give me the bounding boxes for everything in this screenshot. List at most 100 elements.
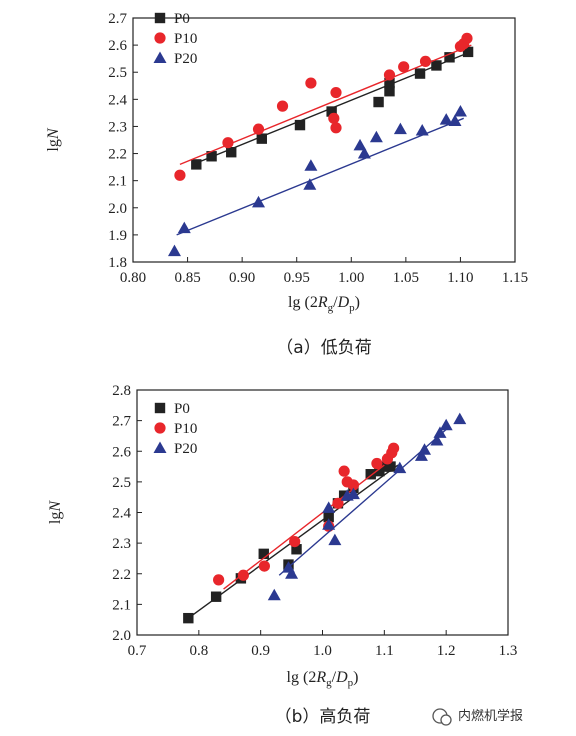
y-tick-label: 2.4 bbox=[108, 92, 127, 108]
x-axis-label: lg (2Rg/Dp) bbox=[287, 669, 359, 689]
data-point-p20 bbox=[303, 178, 317, 190]
series-p10 bbox=[213, 442, 400, 590]
x-tick-label: 0.95 bbox=[284, 270, 310, 286]
data-point-p10 bbox=[252, 123, 265, 135]
data-point-p10 bbox=[388, 442, 400, 454]
figure-caption: （a）低负荷 bbox=[276, 338, 371, 358]
data-point-p20 bbox=[252, 195, 266, 208]
data-point-p10 bbox=[330, 122, 342, 134]
x-tick-label: 1.1 bbox=[375, 643, 394, 659]
data-point-p20 bbox=[285, 567, 299, 579]
data-point-p0 bbox=[294, 119, 306, 131]
legend-label: P20 bbox=[174, 441, 197, 457]
y-tick-label: 2.4 bbox=[112, 506, 131, 522]
y-tick-label: 2.5 bbox=[108, 65, 127, 81]
data-point-p10 bbox=[276, 100, 289, 112]
data-point-p20 bbox=[328, 533, 342, 546]
data-point-p10 bbox=[371, 457, 383, 470]
data-point-p20 bbox=[415, 124, 429, 136]
data-point-p10 bbox=[332, 497, 344, 509]
series-p20 bbox=[167, 105, 467, 257]
y-tick-label: 2.7 bbox=[108, 11, 127, 27]
data-point-p0 bbox=[326, 106, 337, 117]
data-point-p10 bbox=[289, 535, 301, 548]
data-point-p10 bbox=[222, 137, 234, 149]
data-point-p10 bbox=[328, 112, 340, 124]
data-point-p10 bbox=[419, 55, 432, 67]
data-point-p0 bbox=[385, 461, 396, 472]
y-tick-label: 2.3 bbox=[112, 536, 131, 552]
legend-marker-p0 bbox=[154, 402, 166, 414]
data-point-p20 bbox=[353, 138, 367, 151]
series-p10 bbox=[174, 32, 473, 181]
data-point-p10 bbox=[305, 77, 317, 89]
data-point-p10 bbox=[398, 61, 410, 73]
legend-label: P10 bbox=[174, 31, 197, 47]
data-point-p20 bbox=[414, 449, 428, 461]
data-point-p0 bbox=[414, 68, 426, 79]
data-point-p0 bbox=[374, 465, 385, 477]
legend-label: P0 bbox=[174, 11, 190, 27]
y-tick-label: 1.8 bbox=[108, 255, 127, 271]
x-tick-label: 0.85 bbox=[174, 270, 200, 286]
data-point-p10 bbox=[258, 560, 270, 572]
data-point-p20 bbox=[433, 426, 447, 438]
legend-marker-p0 bbox=[154, 12, 166, 24]
y-tick-label: 2.1 bbox=[108, 174, 127, 190]
y-tick-label: 2.2 bbox=[108, 147, 127, 163]
data-point-p0 bbox=[291, 544, 302, 555]
data-point-p0 bbox=[384, 86, 395, 97]
y-tick-label: 2.3 bbox=[108, 119, 127, 135]
y-tick-label: 2.0 bbox=[112, 628, 131, 644]
data-point-p20 bbox=[448, 114, 462, 127]
data-point-p20 bbox=[453, 412, 467, 425]
y-axis-label: lgN bbox=[47, 500, 64, 524]
data-point-p0 bbox=[210, 591, 222, 602]
data-point-p20 bbox=[439, 113, 453, 125]
data-point-p10 bbox=[237, 569, 249, 581]
x-tick-label: 1.10 bbox=[447, 270, 473, 286]
data-point-p10 bbox=[338, 465, 350, 477]
data-point-p0 bbox=[256, 133, 267, 144]
legend: P0 P10 P20 bbox=[153, 11, 197, 67]
y-tick-label: 2.6 bbox=[112, 444, 131, 460]
x-tick-label: 0.8 bbox=[189, 643, 208, 659]
x-tick-label: 1.0 bbox=[313, 643, 332, 659]
x-tick-label: 0.80 bbox=[120, 270, 146, 286]
data-point-p10 bbox=[347, 479, 360, 491]
data-point-p0 bbox=[384, 77, 395, 89]
data-point-p20 bbox=[167, 244, 181, 257]
y-tick-label: 2.5 bbox=[112, 475, 131, 491]
data-point-p0 bbox=[462, 46, 474, 58]
legend-label: P10 bbox=[174, 421, 197, 437]
data-point-p20 bbox=[304, 159, 318, 171]
series-p20 bbox=[267, 412, 467, 601]
wechat-icon bbox=[432, 708, 452, 726]
data-point-p0 bbox=[226, 147, 237, 158]
data-point-p20 bbox=[418, 443, 432, 455]
x-tick-label: 1.15 bbox=[502, 270, 528, 286]
data-point-p20 bbox=[369, 130, 383, 143]
data-point-p0 bbox=[444, 52, 455, 63]
data-point-p0 bbox=[191, 159, 202, 170]
data-point-p0 bbox=[373, 96, 384, 108]
data-point-p20 bbox=[393, 461, 407, 474]
data-point-p20 bbox=[357, 147, 371, 159]
data-point-p0 bbox=[206, 151, 217, 162]
plot-frame bbox=[132, 17, 516, 263]
data-point-p20 bbox=[267, 588, 281, 601]
x-tick-label: 1.2 bbox=[437, 643, 456, 659]
series-p0 bbox=[191, 46, 474, 170]
y-axis-label: lgN bbox=[45, 127, 62, 151]
legend-marker-p20 bbox=[153, 441, 167, 453]
legend: P0 P10 P20 bbox=[153, 401, 197, 457]
y-tick-label: 2.8 bbox=[112, 383, 131, 399]
fit-line-p20 bbox=[176, 117, 464, 236]
legend-marker-p10 bbox=[154, 422, 166, 434]
y-tick-label: 1.9 bbox=[108, 228, 127, 244]
data-point-p10 bbox=[213, 574, 225, 586]
y-tick-label: 2.2 bbox=[112, 567, 131, 583]
data-point-p10 bbox=[330, 86, 342, 99]
data-point-p10 bbox=[383, 69, 396, 81]
